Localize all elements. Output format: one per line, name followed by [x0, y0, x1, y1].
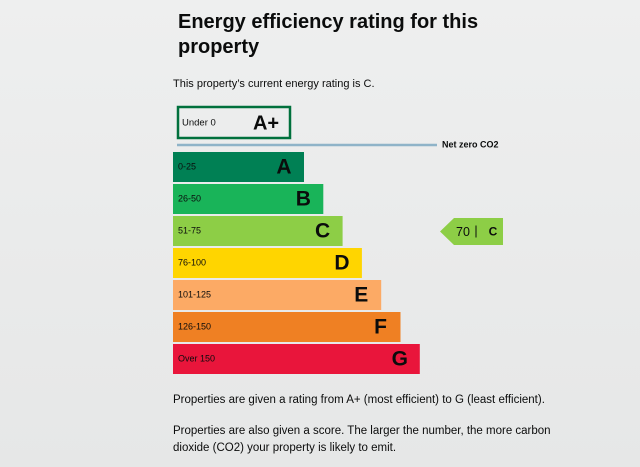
band-bar [173, 152, 304, 182]
paragraph: Properties are given a rating from A+ (m… [173, 394, 545, 406]
paragraph: Properties are also given a score. The l… [173, 425, 551, 454]
band-letter: A+ [253, 112, 279, 134]
band-letter: F [374, 316, 387, 339]
band-range: 126-150 [178, 321, 211, 331]
band-bar [173, 216, 343, 246]
band-bar [173, 248, 362, 278]
net-zero-label: Net zero CO2 [442, 139, 499, 149]
band-letter: B [296, 188, 311, 211]
top-band-box [176, 105, 292, 140]
band-letter: E [354, 284, 368, 307]
band-bar [173, 344, 420, 374]
band-letter: C [315, 220, 330, 243]
band-range: 26-50 [178, 193, 201, 203]
band-range: 51-75 [178, 225, 201, 235]
band-letter: D [334, 252, 349, 275]
band-range: 76-100 [178, 257, 206, 267]
band-range: Under 0 [182, 118, 216, 129]
current-rating: C [489, 225, 498, 239]
current-rating-marker [440, 218, 503, 245]
band-range: Over 150 [178, 353, 215, 363]
current-score: 70 [456, 225, 470, 239]
band-range: 0-25 [178, 161, 196, 171]
band-letter: G [392, 348, 408, 371]
band-letter: A [276, 156, 291, 179]
summary: This property’s current energy rating is… [173, 78, 375, 90]
band-bar [173, 280, 382, 310]
band-bar [173, 184, 324, 214]
band-range: 101-125 [178, 289, 211, 299]
band-bar [173, 312, 401, 342]
page-title: Energy efficiency rating for this proper… [178, 11, 479, 58]
